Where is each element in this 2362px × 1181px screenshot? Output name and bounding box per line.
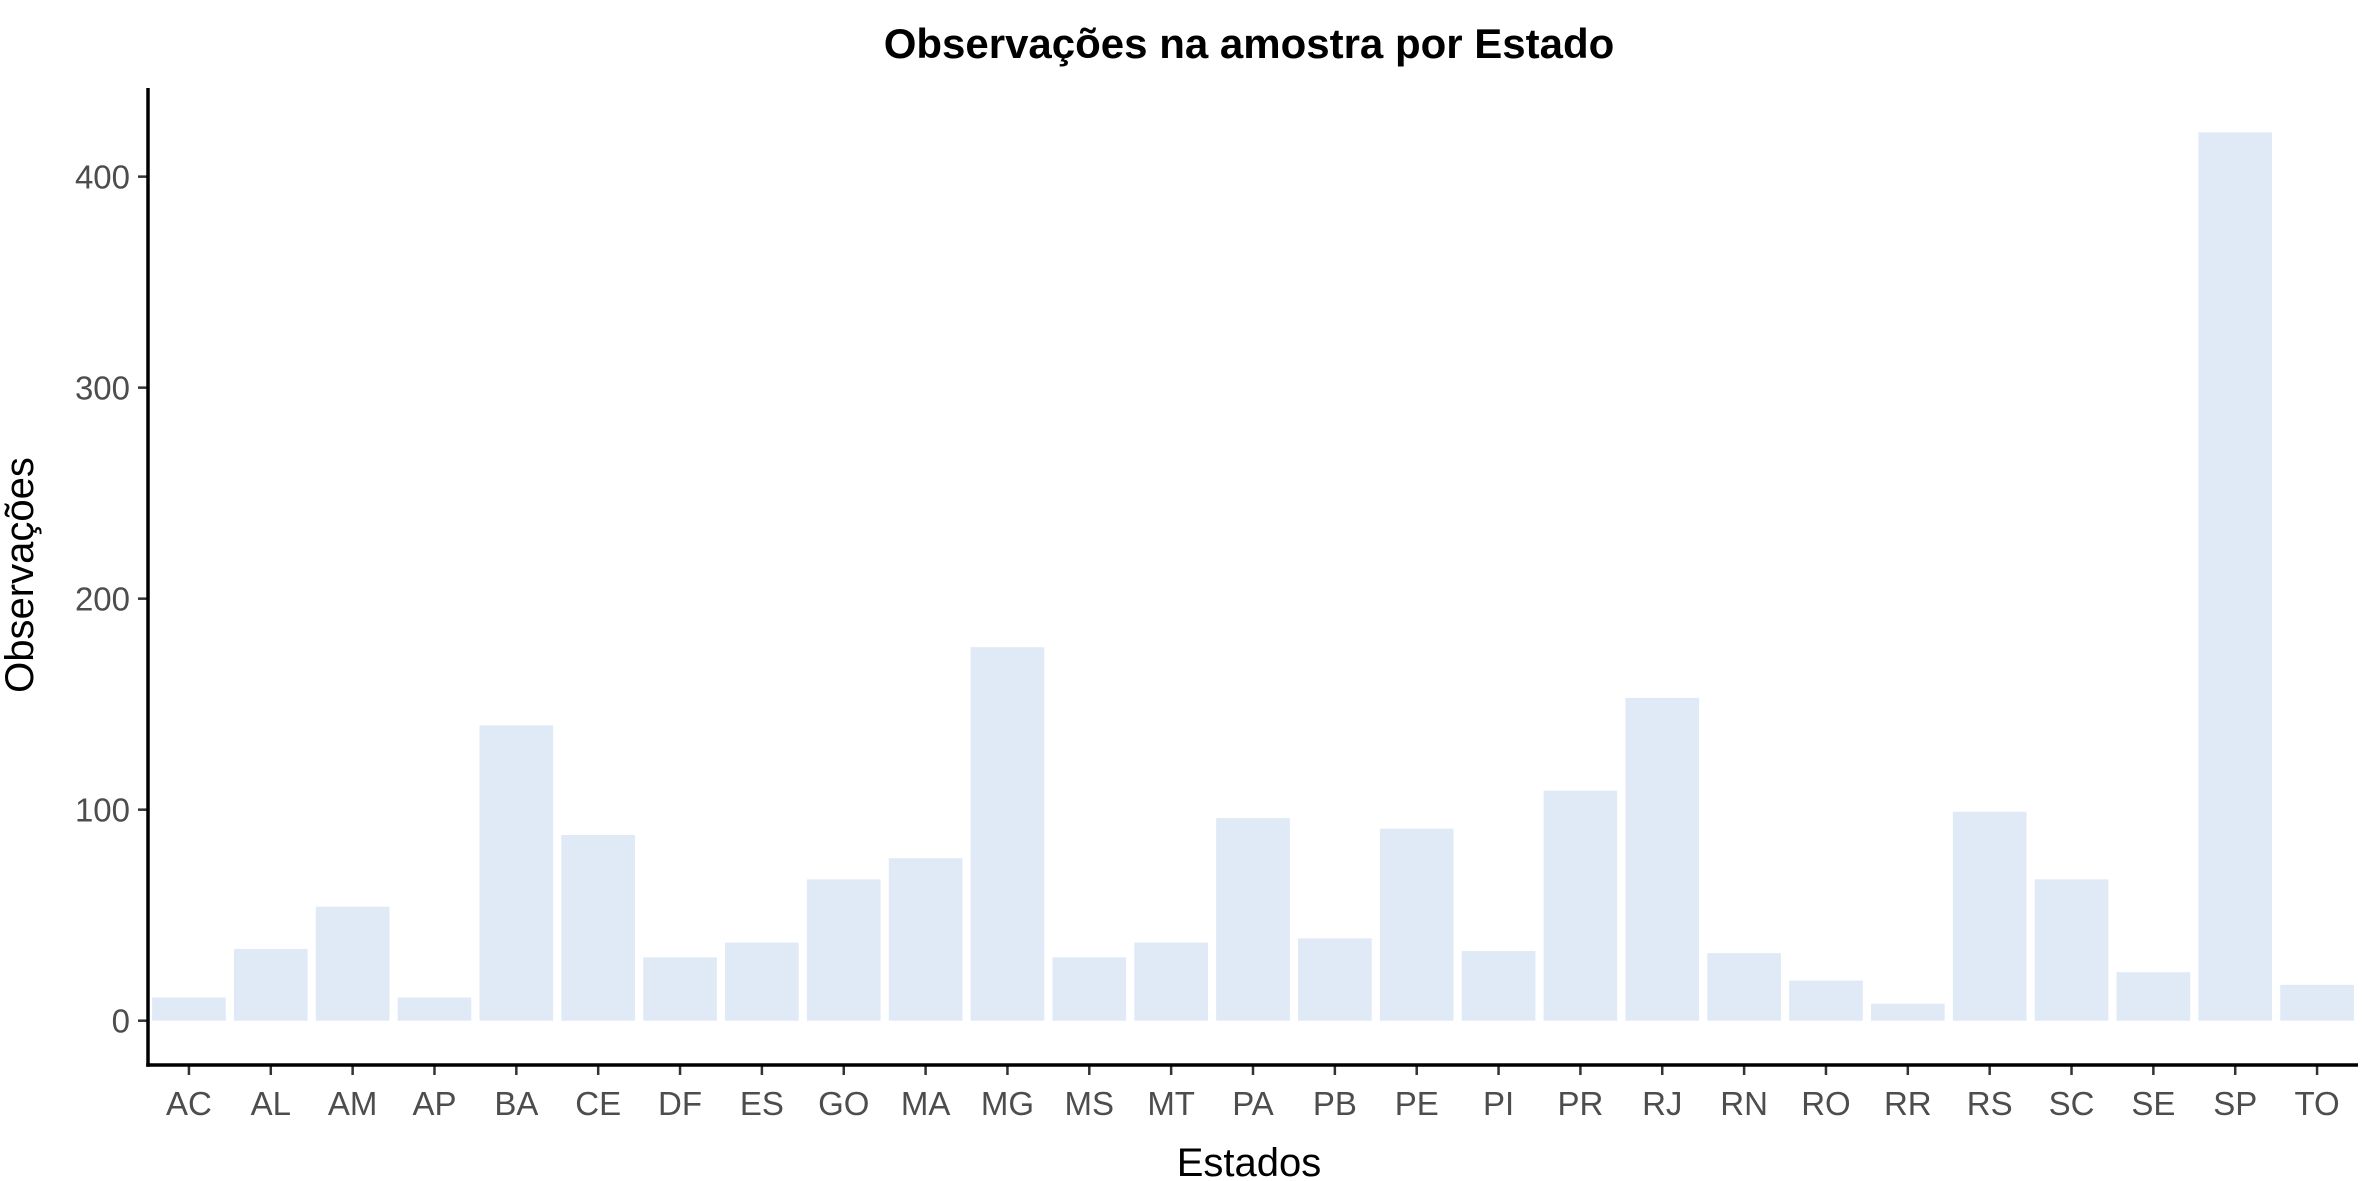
x-tick-label: AL [251,1085,291,1122]
bars-group [152,132,2354,1021]
bar-sc [2034,879,2109,1021]
y-tick-label: 200 [75,581,130,618]
x-tick-label: AM [328,1085,378,1122]
y-tick-label: 300 [75,370,130,407]
x-tick-label: SE [2131,1085,2175,1122]
x-axis-ticks: AC AL AM AP BA CE DF ES GO MA MG MS MT PA PB PE PI PR RJ RN… [166,1065,2340,1122]
bar-go [806,879,881,1021]
bar-pi [1461,951,1536,1021]
bar-rj [1625,697,1700,1021]
x-tick-label: MG [981,1085,1034,1122]
bar-al [233,948,308,1021]
x-tick-label: RR [1884,1085,1932,1122]
x-tick-label: RO [1801,1085,1851,1122]
x-tick-label: PE [1395,1085,1439,1122]
bar-ce [561,834,636,1021]
x-tick-label: RJ [1642,1085,1682,1122]
x-tick-label: CE [575,1085,621,1122]
x-tick-label: ES [740,1085,784,1122]
x-tick-label: RN [1720,1085,1768,1122]
bar-rs [1952,811,2027,1021]
bar-mg [970,647,1045,1021]
y-tick-label: 400 [75,159,130,196]
x-tick-label: SP [2213,1085,2257,1122]
chart-title: Observações na amostra por Estado [884,20,1615,67]
bar-ac [152,997,226,1021]
x-tick-label: GO [818,1085,869,1122]
bar-df [643,957,717,1021]
bar-se [2116,972,2191,1021]
x-tick-label: PR [1557,1085,1603,1122]
x-tick-label: TO [2294,1085,2339,1122]
x-tick-label: MS [1065,1085,1115,1122]
bar-pb [1298,938,1372,1021]
x-tick-label: DF [658,1085,702,1122]
x-tick-label: AP [412,1085,456,1122]
x-tick-label: PI [1483,1085,1514,1122]
y-tick-label: 0 [112,1003,130,1040]
x-tick-label: MT [1147,1085,1195,1122]
bar-pr [1543,790,1618,1021]
y-axis-label: Observações [0,457,42,693]
bar-am [315,906,390,1021]
bar-pa [1216,818,1290,1021]
x-tick-label: BA [494,1085,538,1122]
x-tick-label: SC [2049,1085,2095,1122]
bar-ms [1052,957,1127,1021]
bar-ba [479,725,554,1021]
bar-sp [2198,132,2273,1021]
bar-ro [1789,980,1863,1021]
y-axis-ticks: 0 100 200 300 400 [75,159,148,1040]
bar-es [725,942,799,1021]
y-tick-label: 100 [75,792,130,829]
bar-rr [1870,1003,1945,1021]
x-tick-label: RS [1967,1085,2013,1122]
x-axis-label: Estados [1177,1141,1322,1181]
bar-rn [1707,953,1781,1021]
bar-mt [1134,942,1208,1021]
x-tick-label: AC [166,1085,212,1122]
bar-ma [888,858,963,1021]
bar-pe [1379,828,1454,1021]
bar-ap [397,997,472,1021]
x-tick-label: MA [901,1085,951,1122]
bar-to [2280,984,2354,1021]
x-tick-label: PA [1232,1085,1274,1122]
x-tick-label: PB [1313,1085,1357,1122]
